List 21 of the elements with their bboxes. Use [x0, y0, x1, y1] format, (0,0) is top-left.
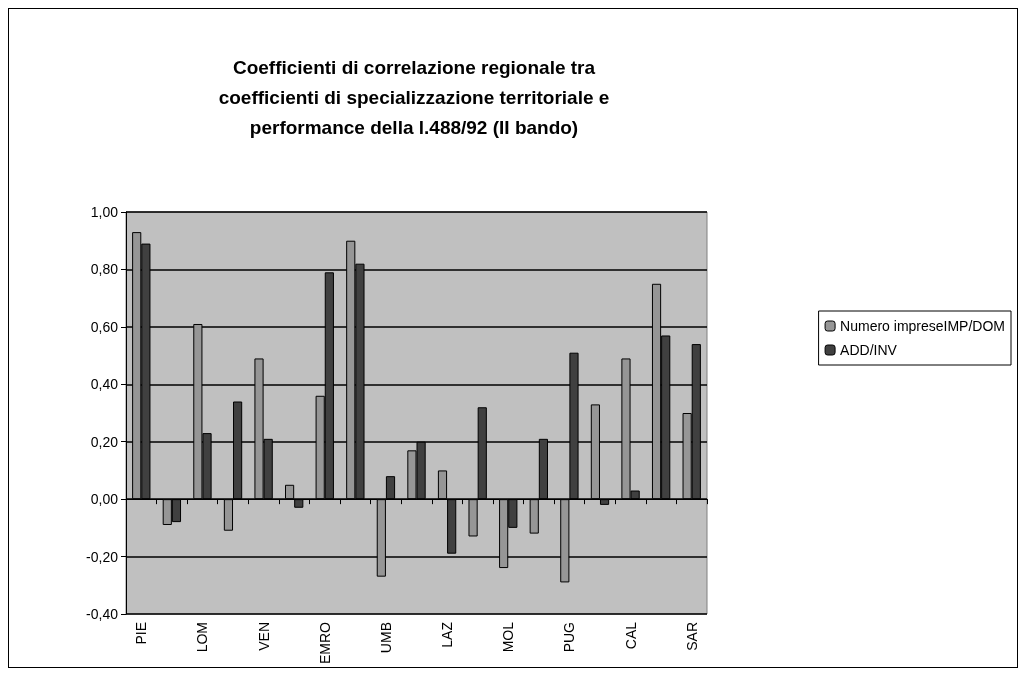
x-tick-label: PUG	[561, 622, 578, 653]
y-tick-label: 0,20	[90, 433, 119, 450]
y-tick-label: -0,40	[86, 606, 119, 622]
x-tick-label: MOL	[500, 621, 517, 653]
y-tick-label: -0,20	[86, 548, 119, 565]
x-tick-label: PIE	[133, 622, 150, 645]
y-tick-label: 0,60	[90, 318, 119, 335]
x-tick-label: UMB	[377, 622, 394, 654]
x-tick-label: LAZ	[439, 621, 456, 648]
y-tick-label: 1,00	[90, 204, 119, 220]
x-tick-label: EMRO	[316, 621, 333, 664]
y-tick-label: 0,80	[90, 261, 119, 278]
legend-label: ADD/INV	[840, 342, 898, 358]
x-tick-label: LOM	[194, 622, 211, 653]
x-tick-label: SAR	[683, 622, 700, 651]
y-tick-label: 0,00	[90, 491, 119, 508]
y-tick-label: 0,40	[90, 376, 119, 393]
chart-title: Coefficienti di correlazione regionale tra coefficienti di specializzazione territoriale e performance della l.488/92 (II bando)	[218, 56, 610, 138]
x-tick-label: VEN	[255, 622, 272, 651]
legend-label: Numero impreseIMP/DOM	[840, 318, 1005, 334]
x-tick-label: CAL	[622, 621, 639, 650]
